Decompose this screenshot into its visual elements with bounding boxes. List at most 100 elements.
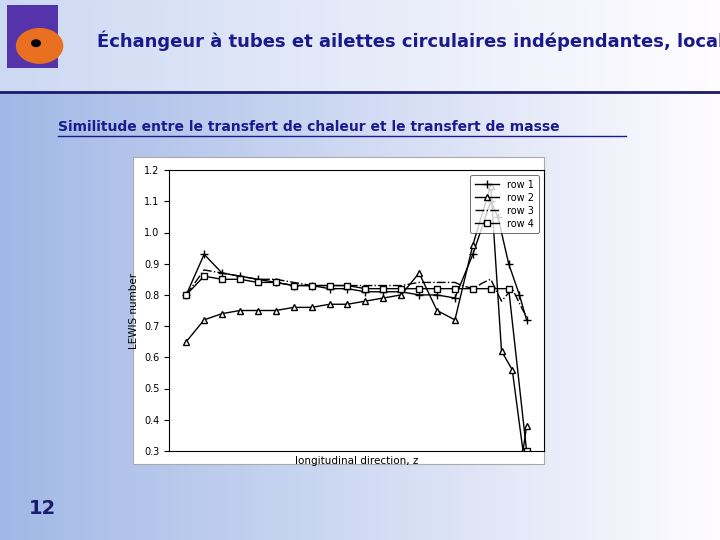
- Bar: [324, 0, 331, 92]
- row 4: [451, 286, 459, 292]
- Bar: [360, 0, 367, 92]
- Bar: [266, 0, 274, 540]
- Bar: [425, 0, 432, 540]
- row 3: [289, 279, 298, 286]
- row 3: [182, 292, 191, 298]
- row 2: [518, 448, 527, 454]
- Bar: [115, 0, 122, 540]
- FancyBboxPatch shape: [7, 5, 58, 68]
- row 1: [415, 292, 423, 298]
- row 3: [379, 282, 387, 289]
- Bar: [302, 0, 310, 540]
- row 2: [361, 298, 369, 305]
- row 1: [433, 292, 441, 298]
- Circle shape: [32, 40, 40, 46]
- Bar: [245, 0, 252, 92]
- row 2: [182, 339, 191, 345]
- Bar: [238, 0, 245, 540]
- Bar: [223, 0, 230, 92]
- row 4: [343, 282, 352, 289]
- Bar: [101, 0, 108, 540]
- row 4: [361, 286, 369, 292]
- Bar: [22, 0, 29, 540]
- row 1: [200, 251, 209, 258]
- Bar: [468, 0, 475, 540]
- Bar: [230, 0, 238, 540]
- row 1: [361, 288, 369, 295]
- Bar: [670, 0, 677, 92]
- Bar: [605, 0, 612, 540]
- Bar: [288, 0, 295, 92]
- Bar: [598, 0, 605, 540]
- Bar: [461, 0, 468, 540]
- Bar: [245, 0, 252, 540]
- Bar: [0, 0, 7, 92]
- row 4: [522, 448, 531, 454]
- Bar: [655, 0, 662, 92]
- row 3: [253, 276, 262, 282]
- Bar: [173, 0, 180, 92]
- Bar: [346, 0, 353, 92]
- row 2: [217, 310, 226, 317]
- Bar: [518, 0, 526, 92]
- row 3: [522, 314, 531, 320]
- Bar: [72, 0, 79, 540]
- Bar: [317, 0, 324, 92]
- Bar: [511, 0, 518, 92]
- Bar: [454, 0, 461, 540]
- Line: row 2: row 2: [183, 182, 530, 454]
- Bar: [497, 0, 504, 540]
- Bar: [605, 0, 612, 92]
- Bar: [662, 0, 670, 540]
- Bar: [180, 0, 187, 92]
- row 3: [235, 273, 244, 279]
- row 1: [217, 270, 226, 276]
- Bar: [590, 0, 598, 540]
- Bar: [50, 0, 58, 540]
- Bar: [338, 0, 346, 92]
- Bar: [641, 0, 648, 540]
- Bar: [461, 0, 468, 92]
- row 4: [504, 286, 513, 292]
- Bar: [583, 0, 590, 540]
- Bar: [144, 0, 151, 540]
- Bar: [338, 0, 346, 540]
- row 2: [508, 367, 516, 373]
- Bar: [202, 0, 209, 92]
- row 3: [508, 286, 516, 292]
- Bar: [619, 0, 626, 92]
- Bar: [79, 0, 86, 92]
- row 4: [415, 286, 423, 292]
- row 3: [307, 282, 316, 289]
- Bar: [7, 0, 14, 540]
- Bar: [266, 0, 274, 92]
- Bar: [454, 0, 461, 92]
- Bar: [648, 0, 655, 540]
- row 1: [235, 273, 244, 279]
- Bar: [382, 0, 389, 92]
- Bar: [29, 0, 36, 92]
- Bar: [684, 0, 691, 540]
- row 2: [379, 295, 387, 301]
- Bar: [50, 0, 58, 92]
- row 2: [200, 316, 209, 323]
- Bar: [677, 0, 684, 92]
- Bar: [230, 0, 238, 92]
- Bar: [619, 0, 626, 540]
- Line: row 4: row 4: [183, 273, 530, 454]
- row 1: [397, 288, 405, 295]
- row 4: [235, 276, 244, 282]
- row 3: [487, 276, 495, 282]
- row 3: [469, 286, 477, 292]
- Bar: [562, 0, 569, 540]
- row 2: [235, 307, 244, 314]
- Bar: [418, 0, 425, 92]
- Bar: [554, 0, 562, 92]
- Bar: [43, 0, 50, 92]
- Bar: [158, 0, 166, 92]
- Bar: [490, 0, 497, 540]
- row 2: [498, 348, 506, 354]
- Bar: [533, 0, 540, 92]
- Bar: [504, 0, 511, 540]
- Bar: [317, 0, 324, 540]
